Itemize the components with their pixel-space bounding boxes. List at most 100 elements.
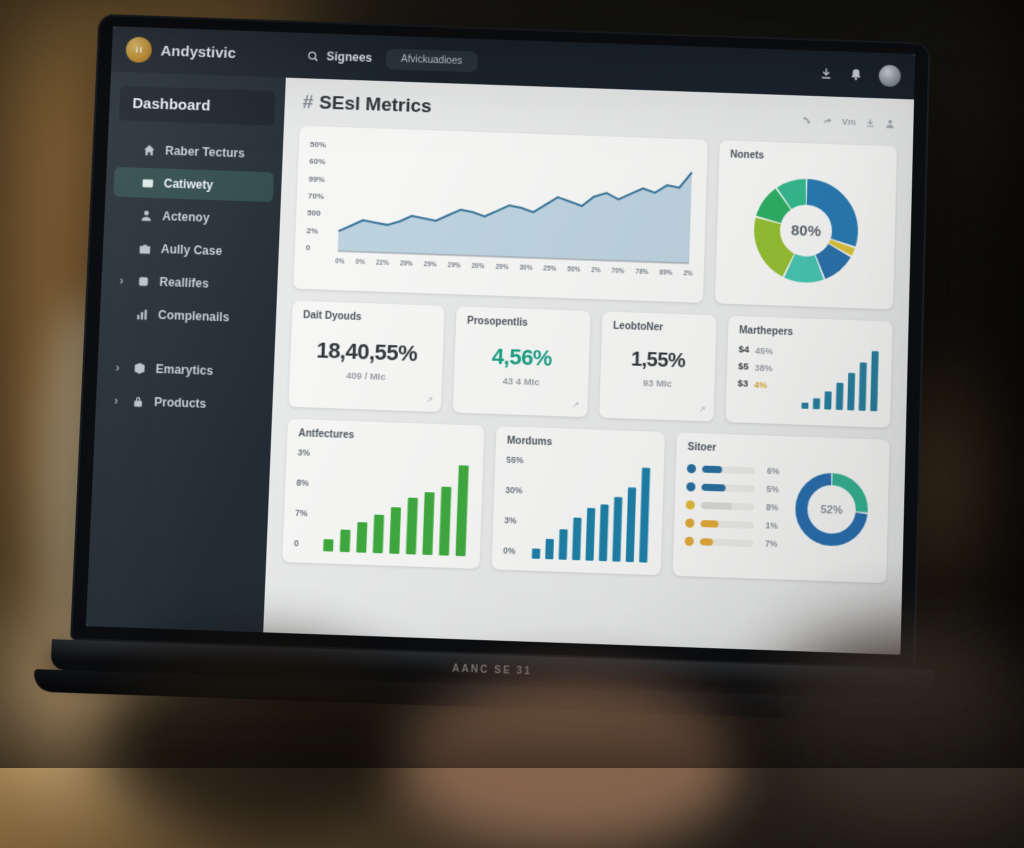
stat-card: LeobtoNer 1,55% 93 MIc ↗ [599, 311, 716, 421]
page-title-text: SEsl Metrics [319, 93, 432, 118]
marthepers-bars-holder [799, 344, 881, 411]
progress-value: 8% [760, 502, 778, 513]
sidebar-item-aully-case[interactable]: Aully Case [110, 232, 271, 267]
metric-value: 4% [754, 379, 767, 389]
sidebar-item-complenails[interactable]: Complenails [107, 298, 268, 334]
axis-tick: 0 [294, 538, 321, 549]
trend-icon: ↗ [698, 404, 706, 415]
progress-track [701, 483, 754, 492]
nav-right [819, 63, 901, 88]
stat-value: 18,40,55% [301, 337, 432, 368]
axis-tick: 0% [335, 258, 345, 265]
stat-card: Dait Dyouds 18,40,55% 409 / MIc ↗ [288, 301, 444, 412]
vm-label[interactable]: Vm [842, 117, 856, 127]
share-tool-button[interactable] [822, 116, 833, 127]
axis-tick: 29% [424, 261, 437, 268]
legend-dot-icon [685, 518, 694, 527]
progress-row: 5% [686, 481, 779, 494]
axis-tick: 99% [308, 174, 338, 184]
axis-tick: 30% [505, 485, 531, 496]
sidebar-item-catiwety[interactable]: Catiwety [113, 167, 274, 202]
progress-row: 1% [685, 517, 778, 530]
bell-icon[interactable] [849, 68, 863, 82]
phone-tool-button[interactable] [802, 115, 813, 126]
axis-tick: 78% [635, 269, 648, 276]
mordums-bars-holder [529, 454, 653, 563]
marthepers-bar-chart [799, 344, 881, 411]
avatar[interactable] [879, 65, 901, 87]
legend-dot-icon [685, 536, 694, 545]
axis-tick: 2% [306, 226, 336, 236]
phone-icon [802, 115, 813, 126]
trend-icon: ↗ [425, 394, 433, 405]
search-control[interactable]: Signees [306, 49, 372, 65]
axis-tick: 20% [471, 263, 484, 270]
metric-row: $3 4% [737, 378, 772, 390]
axis-tick: 70% [308, 191, 338, 201]
traffic-area-chart [336, 140, 697, 268]
brand: Andystivic [125, 37, 291, 68]
panel-icon [136, 274, 151, 288]
antfectures-bars-holder [320, 446, 473, 556]
progress-track [702, 465, 755, 474]
axis-tick: 29% [448, 262, 461, 269]
download-tool-button[interactable] [865, 117, 876, 128]
stat-label: Dait Dyouds [303, 310, 433, 326]
screen: Andystivic Signees Afvickuadioes [86, 26, 915, 655]
axis-tick: 3% [297, 447, 323, 458]
axis-tick: 3% [504, 515, 530, 526]
nonets-donut-chart: 80% [745, 170, 866, 292]
axis-tick: 8% [296, 478, 323, 489]
y-axis-labels: 55%30%3%0% [503, 453, 533, 559]
axis-tick: 50% [567, 266, 580, 273]
metric-label: $3 [737, 378, 748, 389]
sidebar-item-products[interactable]: ›Products [103, 385, 265, 421]
progress-value: 5% [761, 484, 779, 495]
download-icon [865, 117, 876, 128]
progress-row: 8% [686, 499, 779, 512]
download-glyph-icon [819, 66, 833, 80]
chevron-right-icon: › [114, 395, 123, 407]
axis-tick: 0% [503, 545, 530, 556]
hash-icon: # [302, 92, 313, 113]
trend-icon: ↗ [572, 400, 580, 411]
user-tool-button[interactable] [884, 118, 895, 129]
progress-rows: 6% 5% 8% 1% 7% [684, 455, 779, 557]
download-icon[interactable] [819, 66, 833, 80]
metric-value: 45% [755, 345, 773, 356]
context-pill[interactable]: Afvickuadioes [386, 48, 478, 72]
metric-label: $5 [738, 361, 749, 372]
chart-icon [135, 307, 150, 321]
progress-row: 6% [687, 463, 780, 476]
axis-tick: 2% [683, 270, 693, 277]
sidebar-item-label: Raber Tecturs [165, 144, 245, 161]
progress-track [701, 501, 754, 510]
card-title: Antfectures [298, 428, 473, 445]
bell-glyph-icon [849, 68, 863, 82]
progress-value: 7% [759, 538, 777, 549]
progress-value: 1% [760, 520, 778, 531]
sidebar-item-label: Reallifes [159, 275, 209, 291]
antfectures-bar-chart [320, 446, 473, 556]
stat-card: Prosopentlis 4,56% 43 4 MIc ↗ [453, 306, 591, 417]
nonets-donut-holder: 80% [726, 160, 885, 300]
chevron-right-icon: › [119, 275, 128, 287]
axis-tick: 2% [591, 267, 601, 274]
axis-tick: 70% [611, 268, 624, 275]
logo-bars-icon [133, 44, 145, 56]
sidebar-item-reallifes[interactable]: › Reallifes [109, 265, 270, 301]
sidebar-item-emarytics[interactable]: ›Emarytics [105, 352, 266, 388]
card-title: Mordums [507, 436, 654, 452]
metric-value: 38% [755, 362, 773, 373]
sidebar-item-raber-tecturs[interactable]: Raber Tecturs [115, 134, 276, 169]
sidebar-item-label: Catiwety [163, 176, 213, 192]
axis-tick: 29% [495, 264, 508, 271]
sidebar-item-actenoy[interactable]: Actenoy [112, 200, 273, 235]
stat-label: LeobtoNer [613, 321, 705, 335]
app-title: Andystivic [160, 42, 236, 61]
